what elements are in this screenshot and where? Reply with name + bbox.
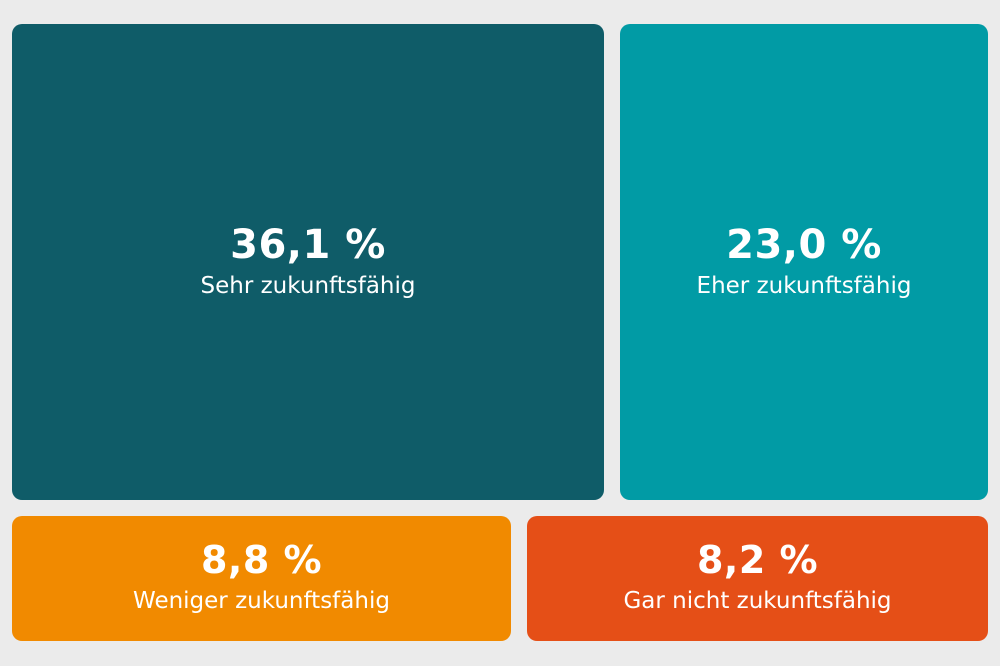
tile-eher-zukunftsfaehig: 23,0 % Eher zukunftsfähig [620, 24, 988, 500]
tile-label: Weniger zukunftsfähig [133, 588, 390, 615]
tile-gar-nicht-zukunftsfaehig: 8,2 % Gar nicht zukunftsfähig [527, 516, 988, 641]
tile-label: Gar nicht zukunftsfähig [623, 588, 892, 615]
tile-label: Sehr zukunftsfähig [200, 273, 416, 300]
tile-value: 36,1 % [230, 222, 386, 269]
tile-value: 23,0 % [726, 222, 882, 269]
tile-value: 8,2 % [696, 537, 819, 582]
tile-weniger-zukunftsfaehig: 8,8 % Weniger zukunftsfähig [12, 516, 511, 641]
tile-value: 8,8 % [200, 537, 323, 582]
tile-label: Eher zukunftsfähig [696, 273, 912, 300]
tile-sehr-zukunftsfaehig: 36,1 % Sehr zukunftsfähig [12, 24, 604, 500]
